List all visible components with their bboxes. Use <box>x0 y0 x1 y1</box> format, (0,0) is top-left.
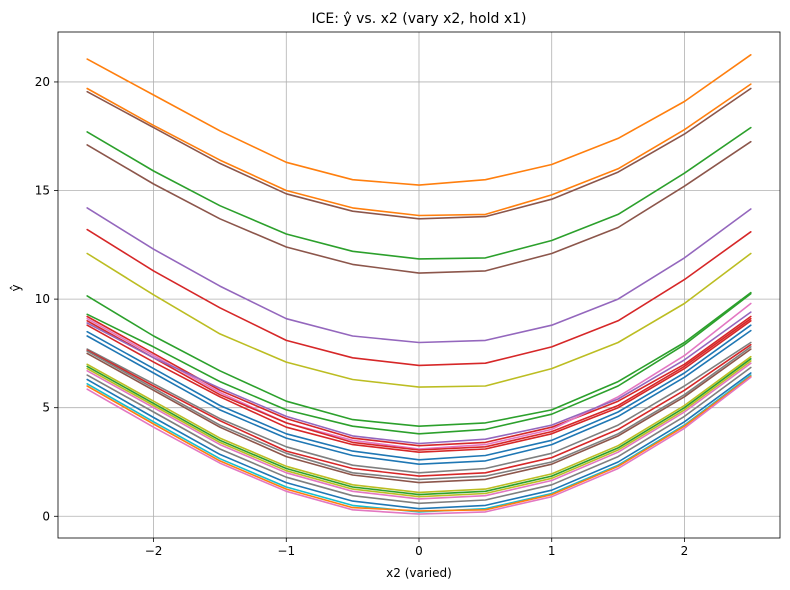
ice-line-17 <box>86 329 752 466</box>
y-tick-label: 0 <box>42 509 50 523</box>
x-tick-label: 1 <box>548 544 556 558</box>
ice-line-21 <box>86 348 752 484</box>
ice-line-9 <box>86 291 752 428</box>
ice-line-19 <box>86 343 752 477</box>
x-tick-label: 2 <box>681 544 689 558</box>
x-tick-label: −2 <box>145 544 163 558</box>
y-tick-label: 20 <box>35 75 50 89</box>
x-tick-label: −1 <box>277 544 295 558</box>
ice-line-18 <box>86 341 752 474</box>
y-axis-label: ŷ <box>9 284 23 291</box>
ice-line-6 <box>86 207 752 344</box>
y-tick-label: 15 <box>35 184 50 198</box>
ice-line-24 <box>86 360 752 498</box>
ice-line-4 <box>86 126 752 260</box>
ice-line-29 <box>86 375 752 512</box>
ice-line-7 <box>86 228 752 367</box>
x-axis-label: x2 (varied) <box>386 566 452 580</box>
ice-line-10 <box>86 292 752 435</box>
ice-line-14 <box>86 311 752 445</box>
ice-line-27 <box>86 372 752 510</box>
x-tick-label: 0 <box>415 544 423 558</box>
ice-line-2 <box>86 83 752 217</box>
ice-line-8 <box>86 252 752 388</box>
ice-line-26 <box>86 366 752 505</box>
ice-line-25 <box>86 362 752 500</box>
y-tick-label: 10 <box>35 292 50 306</box>
ice-line-13 <box>86 317 752 451</box>
chart-title: ICE: ŷ vs. x2 (vary x2, hold x1) <box>311 11 526 27</box>
y-axis-ticks: 0 5 10 15 20 <box>35 75 58 523</box>
series-lines <box>86 53 752 515</box>
ice-line-15 <box>86 319 752 454</box>
ice-line-20 <box>86 346 752 481</box>
ice-line-22 <box>86 355 752 494</box>
ice-line-16 <box>86 324 752 461</box>
ice-line-5 <box>86 140 752 274</box>
ice-line-1 <box>86 53 752 186</box>
ice-line-28 <box>86 374 752 513</box>
x-axis-ticks: −2 −1 0 1 2 <box>145 538 689 558</box>
y-tick-label: 5 <box>42 401 50 415</box>
grid-lines <box>58 32 780 538</box>
ice-line-3 <box>86 87 752 220</box>
ice-line-23 <box>86 357 752 496</box>
ice-line-12 <box>86 302 752 450</box>
ice-line-30 <box>86 376 752 515</box>
